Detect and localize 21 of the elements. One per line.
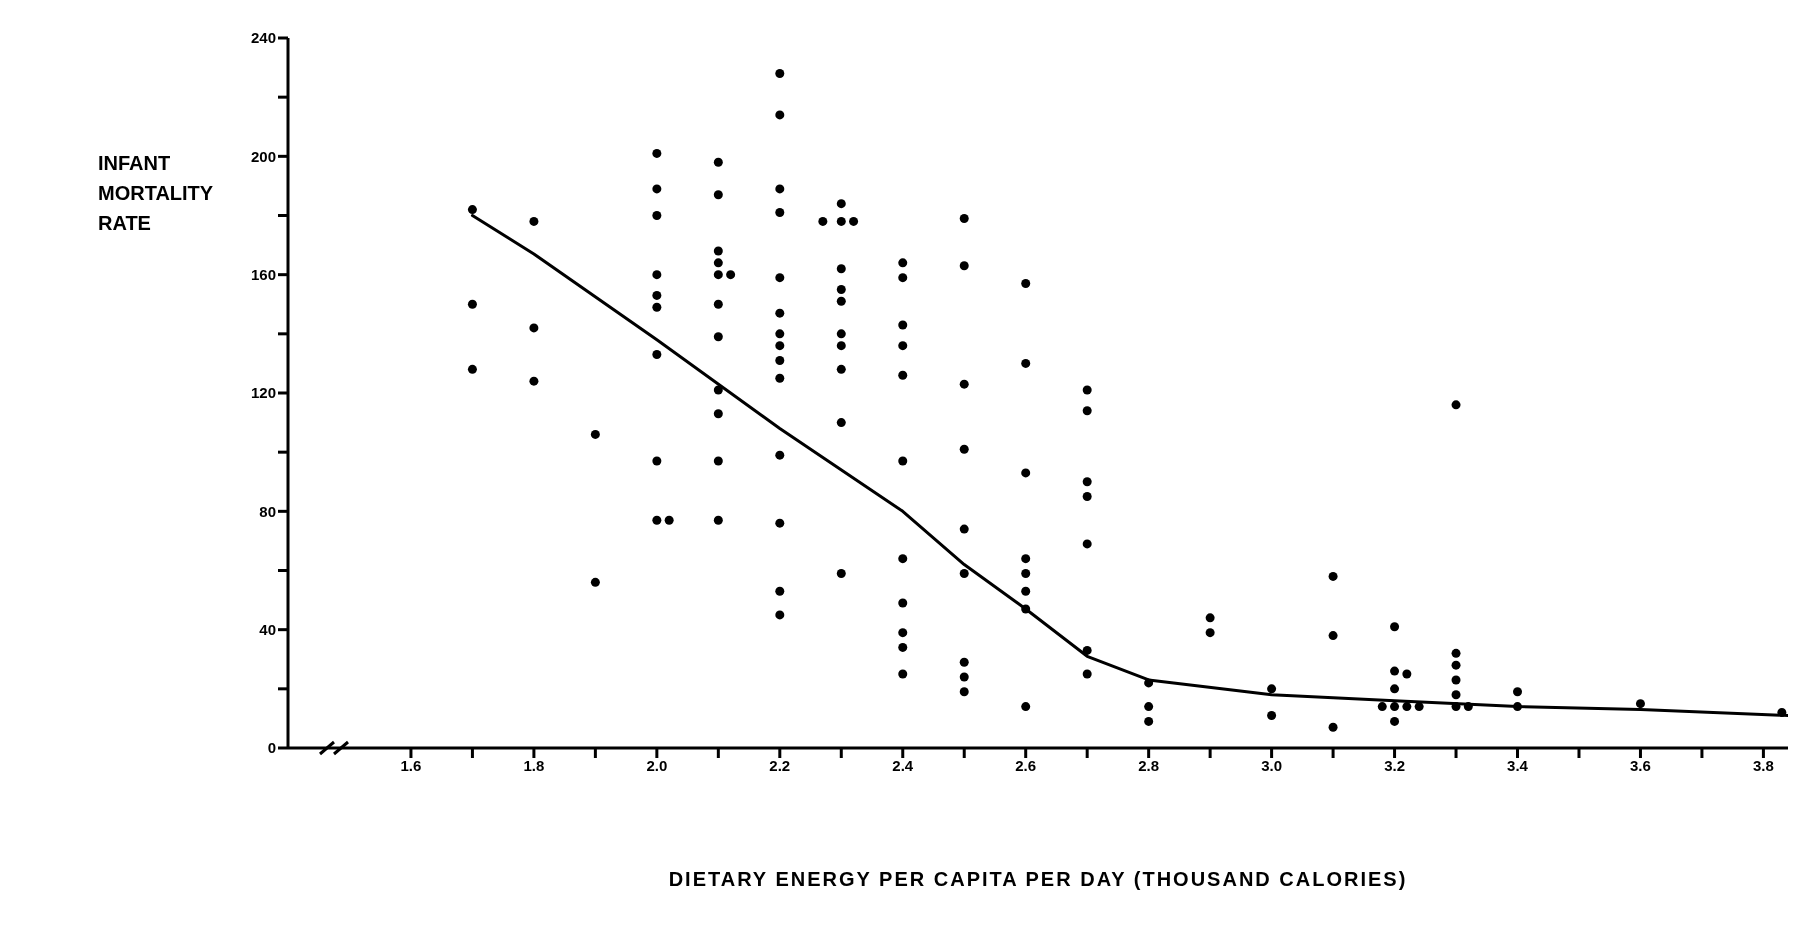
x-tick-label: 3.8 xyxy=(1752,756,1774,774)
x-tick-label: 3.6 xyxy=(1630,756,1651,774)
y-tick-label: 40 xyxy=(259,620,276,638)
x-axis-title: DIETARY ENERGY PER CAPITA PER DAY (THOUSAND CALORIES) xyxy=(667,868,1409,891)
x-tick-label: 3.2 xyxy=(1384,756,1405,774)
x-tick-label: 2.0 xyxy=(646,756,668,774)
x-tick-label: 3.0 xyxy=(1261,756,1283,774)
x-tick-label: 2.4 xyxy=(892,756,914,774)
y-tick-label: 0 xyxy=(267,739,276,757)
y-tick-label: 200 xyxy=(250,147,276,165)
y-tick-label: 160 xyxy=(250,265,276,283)
y-tick-label: 80 xyxy=(259,502,276,520)
x-tick-label: 2.2 xyxy=(769,756,791,774)
x-tick-label: 2.6 xyxy=(1015,756,1037,774)
x-tick-label: 2.8 xyxy=(1138,756,1160,774)
y-tick-label: 240 xyxy=(250,29,276,47)
x-tick-label: 1.8 xyxy=(523,756,545,774)
y-axis-title: INFANT MORTALITY RATE xyxy=(98,151,214,236)
y-tick-label: 120 xyxy=(250,384,276,402)
x-tick-label: 3.4 xyxy=(1507,756,1529,774)
x-tick-label: 1.6 xyxy=(400,756,422,774)
